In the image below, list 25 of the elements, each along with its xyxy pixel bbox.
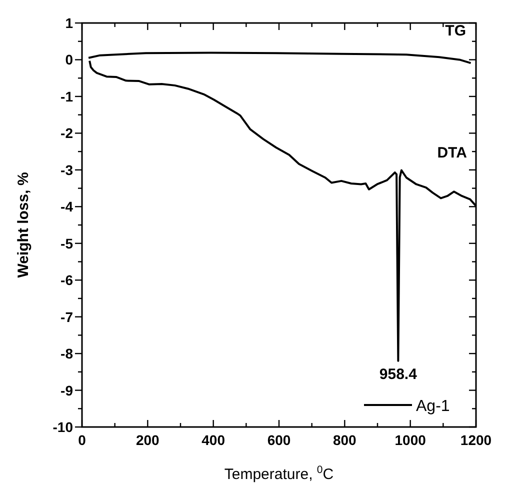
legend-label: Ag-1 [416, 398, 450, 415]
annotation: TG [445, 22, 466, 40]
y-tick-label: -10 [52, 419, 74, 435]
y-tick-label: -8 [60, 346, 74, 362]
x-tick-label: 800 [332, 432, 357, 448]
x-tick-label: 1000 [394, 432, 426, 448]
y-tick-label: -3 [60, 162, 74, 178]
x-tick-label: 0 [78, 432, 86, 448]
y-tick-label: -4 [60, 198, 74, 215]
annotation: DTA [437, 144, 468, 162]
y-tick-label: -9 [60, 382, 74, 398]
y-tick-label: -2 [60, 125, 74, 142]
y-tick-label: -1 [60, 88, 74, 104]
y-tick-label: 1 [65, 15, 74, 31]
annotation: 958.4 [379, 366, 418, 383]
x-tick-label: 400 [202, 432, 226, 448]
x-axis-title: Temperature, $^{0}$C [224, 464, 334, 483]
y-tick-label: -7 [60, 308, 74, 325]
x-tick-label: 200 [136, 432, 160, 448]
x-tick-label: 600 [267, 432, 291, 448]
x-tick-label: 1200 [460, 432, 492, 448]
y-tick-label: -5 [60, 235, 74, 252]
y-tick-label: -6 [60, 272, 74, 288]
y-tick-label: 0 [65, 52, 74, 68]
y-axis-title: Weight loss, % [15, 172, 32, 278]
